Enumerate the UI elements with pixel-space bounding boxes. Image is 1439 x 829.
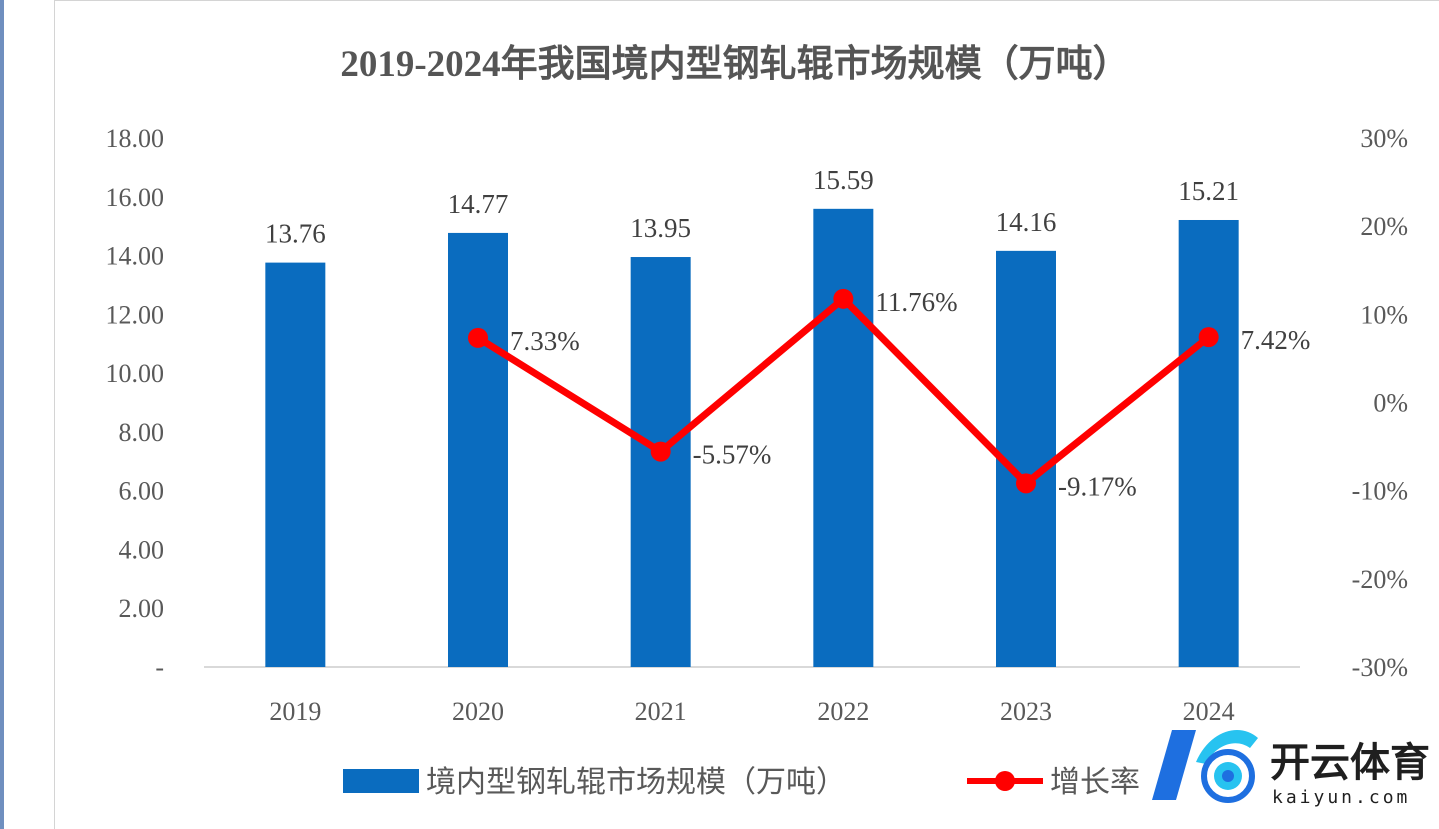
chart-title: 2019-2024年我国境内型钢轧辊市场规模（万吨） bbox=[340, 42, 1129, 85]
bar bbox=[1178, 219, 1239, 667]
bar-data-label: 15.59 bbox=[813, 165, 874, 195]
bar-data-label: 14.77 bbox=[448, 189, 509, 219]
left-tick-label: 18.00 bbox=[106, 124, 165, 153]
left-tick-label: 16.00 bbox=[106, 183, 165, 212]
bar-data-label: 15.21 bbox=[1178, 176, 1239, 206]
x-tick-label: 2019 bbox=[269, 697, 321, 726]
x-tick-label: 2023 bbox=[1000, 697, 1052, 726]
left-tick-label: 14.00 bbox=[106, 242, 165, 271]
right-tick-label: -10% bbox=[1352, 477, 1408, 506]
right-tick-label: 30% bbox=[1360, 124, 1408, 153]
growth-rate-series bbox=[468, 288, 1219, 494]
legend-bar-swatch bbox=[343, 769, 419, 793]
left-tick-label: 6.00 bbox=[119, 477, 165, 506]
x-tick-label: 2020 bbox=[452, 697, 504, 726]
growth-rate-label: -5.57% bbox=[693, 440, 772, 470]
growth-rate-point bbox=[650, 441, 671, 462]
bar-data-label: 13.95 bbox=[630, 213, 691, 243]
legend-bar-label: 境内型钢轧辊市场规模（万吨） bbox=[426, 765, 846, 800]
legend-line-label: 增长率 bbox=[1050, 765, 1140, 800]
legend: 境内型钢轧辊市场规模（万吨） 增长率 bbox=[343, 765, 1140, 800]
growth-rate-label: -9.17% bbox=[1058, 471, 1137, 501]
right-tick-label: -30% bbox=[1352, 653, 1408, 682]
growth-rate-point bbox=[1198, 327, 1219, 348]
bar bbox=[265, 262, 326, 667]
growth-rate-label: 11.76% bbox=[875, 287, 957, 317]
bar-data-labels: 13.76 14.77 13.95 15.59 14.16 15.21 bbox=[265, 165, 1239, 249]
right-tick-label: -20% bbox=[1352, 565, 1408, 594]
bar-series bbox=[265, 208, 1239, 668]
x-axis: 2019 2020 2021 2022 2023 2024 bbox=[269, 697, 1234, 726]
legend-line-marker bbox=[995, 771, 1015, 791]
watermark-brand: 开云体育 bbox=[1270, 740, 1430, 786]
kaiyun-logo-icon bbox=[1152, 730, 1258, 803]
bar bbox=[630, 257, 691, 667]
bar-data-label: 13.76 bbox=[265, 219, 326, 249]
left-tick-label: 12.00 bbox=[106, 300, 165, 329]
watermark-domain: kaiyun.com bbox=[1272, 787, 1410, 808]
right-axis: -30% -20% -10% 0% 10% 20% 30% bbox=[1352, 124, 1408, 682]
growth-rate-point bbox=[833, 288, 854, 309]
x-tick-label: 2022 bbox=[817, 697, 869, 726]
left-axis: - 2.00 4.00 6.00 8.00 10.00 12.00 14.00 16.00 18.… bbox=[106, 124, 165, 682]
growth-rate-labels: 7.33% -5.57% 11.76% -9.17% 7.42% bbox=[510, 287, 1310, 502]
left-border bbox=[0, 0, 4, 829]
chart-frame-left bbox=[54, 0, 55, 829]
left-tick-label: 2.00 bbox=[119, 594, 165, 623]
right-tick-label: 10% bbox=[1360, 300, 1408, 329]
watermark: 开云体育 kaiyun.com bbox=[1152, 730, 1430, 808]
growth-rate-label: 7.33% bbox=[510, 326, 580, 356]
right-tick-label: 20% bbox=[1360, 212, 1408, 241]
left-tick-label: 10.00 bbox=[106, 359, 165, 388]
right-tick-label: 0% bbox=[1373, 389, 1408, 418]
growth-rate-label: 7.42% bbox=[1241, 325, 1311, 355]
growth-rate-point bbox=[1016, 473, 1036, 494]
x-tick-label: 2024 bbox=[1183, 697, 1235, 726]
x-tick-label: 2021 bbox=[635, 697, 687, 726]
growth-rate-point bbox=[468, 327, 488, 348]
bar bbox=[813, 208, 874, 668]
left-tick-label: - bbox=[155, 653, 164, 682]
bar bbox=[448, 232, 508, 667]
left-tick-label: 8.00 bbox=[119, 418, 165, 447]
left-tick-label: 4.00 bbox=[119, 535, 165, 564]
bar-data-label: 14.16 bbox=[996, 207, 1057, 237]
chart-frame-top bbox=[54, 0, 1439, 1]
